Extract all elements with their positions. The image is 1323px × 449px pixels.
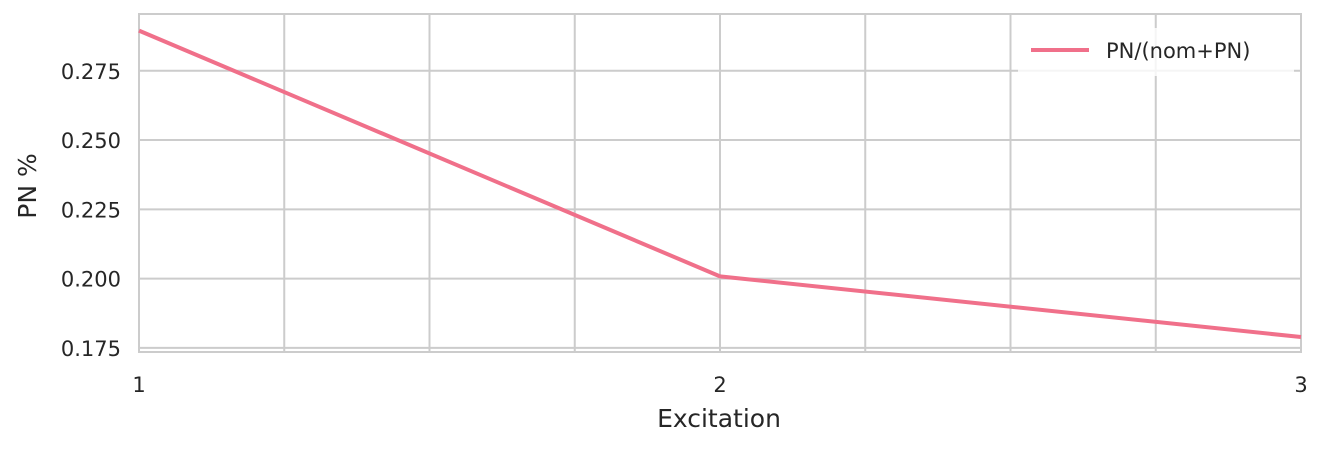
x-tick-label: 1 — [132, 373, 145, 397]
y-tick-label: 0.250 — [61, 129, 121, 153]
y-tick-label: 0.175 — [61, 337, 121, 361]
x-tick-label: 3 — [1294, 373, 1307, 397]
plot-frame — [138, 13, 1302, 353]
legend-label: PN/(nom+PN) — [1106, 39, 1250, 63]
y-axis-title: PN % — [13, 153, 42, 218]
x-axis: 1 2 3 — [132, 373, 1307, 397]
y-tick-label: 0.225 — [61, 198, 121, 222]
legend: PN/(nom+PN) — [1018, 28, 1294, 76]
x-tick-label: 2 — [713, 373, 726, 397]
series-layer — [138, 28, 1302, 340]
series-line — [138, 28, 1302, 340]
plot-border — [138, 13, 1302, 353]
y-axis: 0.175 0.200 0.225 0.250 0.275 — [61, 60, 121, 361]
y-tick-label: 0.200 — [61, 268, 121, 292]
x-axis-title: Excitation — [657, 404, 781, 433]
y-tick-label: 0.275 — [61, 60, 121, 84]
